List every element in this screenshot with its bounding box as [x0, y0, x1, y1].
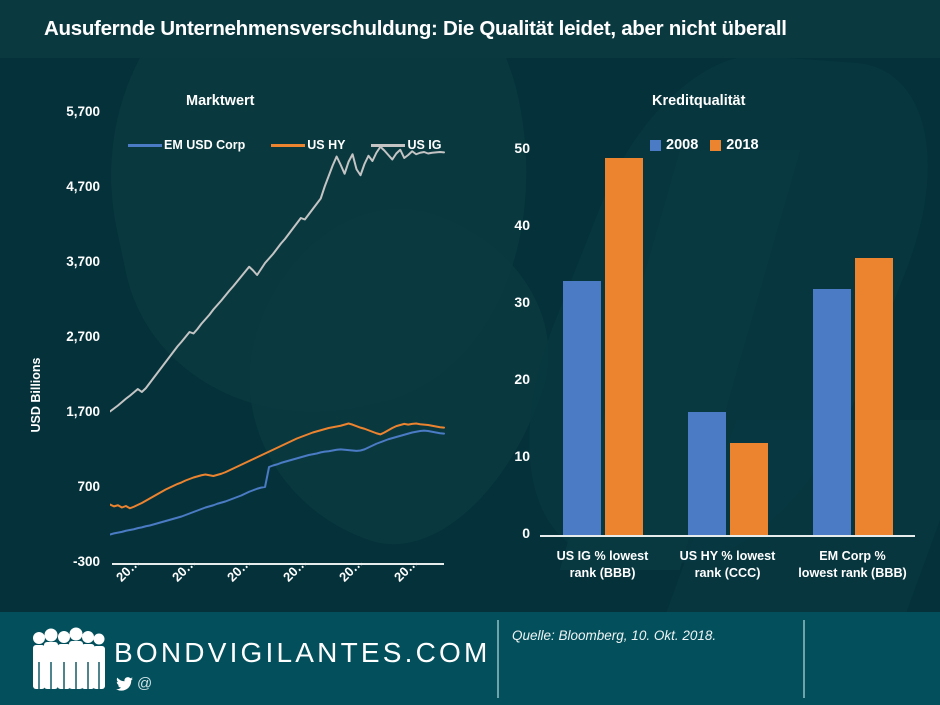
twitter-icon[interactable]	[116, 676, 133, 691]
legend-item-em-usd-corp[interactable]: EM USD Corp	[128, 138, 245, 152]
line-chart-y-tick: 1,700	[66, 404, 100, 419]
bar-chart-y-tick: 20	[514, 371, 530, 387]
social-handles[interactable]: @	[116, 675, 152, 692]
bar-chart-category-label: US HY % lowest rank (CCC)	[648, 548, 808, 582]
line-chart-y-tick: 3,700	[66, 254, 100, 269]
legend-swatch-us-hy	[271, 143, 306, 147]
people-group-icon	[33, 627, 105, 689]
header-bar: Ausufernde Unternehmensverschuldung: Die…	[0, 0, 940, 58]
legend-label-em-usd-corp: EM USD Corp	[164, 138, 246, 152]
bar-2018-1	[729, 442, 768, 535]
bar-chart-category-line: rank (BBB)	[569, 566, 636, 580]
line-chart-y-tick: 5,700	[66, 104, 100, 119]
bar-chart-bars	[540, 150, 915, 535]
bar-chart-category-line: rank (CCC)	[694, 566, 761, 580]
bar-2008-0	[562, 280, 601, 535]
line-chart-x-axis	[112, 563, 444, 565]
bar-chart-category-label: EM Corp % lowest rank (BBB)	[773, 548, 933, 582]
bar-2018-0	[604, 157, 643, 535]
line-series-us-ig	[110, 145, 445, 413]
footer-divider-left	[497, 620, 499, 698]
bar-chart-category-line: US IG % lowest	[556, 549, 649, 563]
legend-swatch-2008	[650, 139, 661, 151]
line-chart-legend: EM USD Corp US HY US IG	[128, 138, 442, 152]
line-chart-y-tick: 4,700	[66, 179, 100, 194]
bar-chart-y-tick: 50	[514, 140, 530, 156]
twitter-handle[interactable]: @	[137, 675, 153, 692]
bar-2008-2	[812, 288, 851, 535]
legend-label-us-hy: US HY	[307, 138, 346, 152]
line-chart-y-tick: -300	[72, 554, 100, 569]
bar-chart-x-axis	[540, 535, 915, 537]
footer-bar: BONDVIGILANTES.COM @ M & G INVESTMENTS	[0, 612, 940, 705]
legend-item-us-hy[interactable]: US HY	[271, 138, 345, 152]
bar-chart-category-line: EM Corp %	[819, 549, 886, 563]
bar-2008-1	[687, 411, 726, 535]
legend-label-us-ig: US IG	[407, 138, 442, 152]
bar-chart-legend: 2008 2018	[650, 137, 759, 153]
source-note: Quelle: Bloomberg, 10. Okt. 2018.	[512, 628, 717, 643]
legend-swatch-2018	[710, 139, 722, 151]
brand-wordmark[interactable]: BONDVIGILANTES.COM	[114, 637, 491, 668]
bar-chart-y-tick: 0	[522, 525, 530, 541]
bar-chart-title: Kreditqualität	[652, 93, 746, 109]
line-series-em-usd-corp	[110, 429, 445, 536]
bar-chart-category-label: US IG % lowest rank (BBB)	[523, 548, 683, 582]
bar-2018-2	[854, 257, 893, 535]
bar-chart-y-tick: 30	[514, 294, 530, 310]
legend-swatch-us-ig	[371, 143, 406, 147]
bar-chart-category-line: US HY % lowest	[679, 549, 776, 563]
line-chart-title: Marktwert	[186, 93, 255, 109]
legend-item-2008[interactable]: 2008	[650, 137, 698, 153]
legend-swatch-em-usd-corp	[128, 143, 162, 147]
bar-chart-y-tick: 40	[514, 217, 530, 233]
legend-item-2018[interactable]: 2018	[710, 137, 759, 153]
legend-item-us-ig[interactable]: US IG	[371, 138, 442, 152]
charts-area: Marktwert EM USD Corp US HY US IG USD Bi…	[0, 58, 940, 608]
legend-label-2008: 2008	[666, 137, 699, 153]
footer-divider-right	[803, 620, 805, 698]
line-chart-y-axis-title: USD Billions	[29, 357, 43, 433]
bar-chart-y-tick: 10	[514, 448, 530, 464]
line-chart-y-tick: 2,700	[66, 329, 100, 344]
page-title: Ausufernde Unternehmensverschuldung: Die…	[44, 17, 787, 40]
legend-label-2018: 2018	[726, 137, 759, 153]
line-chart-plot	[110, 145, 445, 536]
bar-chart-category-line: lowest rank (BBB)	[798, 566, 907, 580]
line-series-us-hy	[110, 422, 445, 510]
line-chart-y-tick: 700	[77, 479, 100, 494]
